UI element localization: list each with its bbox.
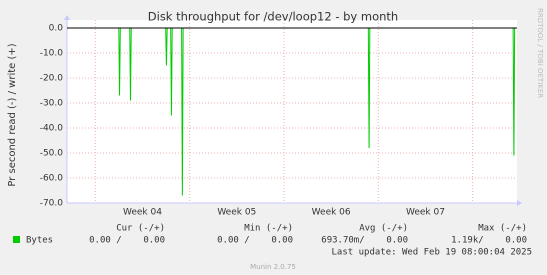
y-axis-label: Pr second read (-) / write (+)	[7, 43, 18, 186]
plot-area	[67, 20, 517, 203]
chart-title: Disk throughput for /dev/loop12 - by mon…	[148, 10, 398, 24]
axis-arrow	[517, 200, 522, 206]
summary-header: Max (-/+)	[478, 224, 527, 234]
summary-value: 0.00 / 0.00	[89, 236, 165, 246]
side-text: RRDTOOL / TOBI OETIKER	[536, 8, 544, 98]
y-tick-label: -30.0	[40, 99, 64, 109]
axis-arrow	[64, 15, 70, 20]
summary-header: Min (-/+)	[244, 224, 293, 234]
x-tick-label: Week 05	[217, 208, 256, 218]
summary-value: 1.19k/ 0.00	[451, 236, 527, 246]
y-tick-label: -40.0	[40, 124, 64, 134]
summary-value: 0.00 / 0.00	[217, 236, 293, 246]
x-tick-label: Week 04	[123, 208, 162, 218]
legend-swatch	[13, 236, 20, 243]
y-tick-label: -50.0	[40, 149, 64, 159]
y-tick-label: 0.0	[49, 24, 64, 34]
x-tick-label: Week 06	[312, 208, 351, 218]
y-tick-label: -60.0	[40, 174, 64, 184]
y-tick-label: -10.0	[40, 49, 64, 59]
x-tick-label: Week 07	[406, 208, 445, 218]
summary-value: 693.70m/ 0.00	[321, 236, 408, 246]
summary-header: Avg (-/+)	[359, 224, 408, 234]
y-tick-label: -20.0	[40, 74, 64, 84]
footer: Munin 2.0.75	[250, 263, 296, 271]
y-tick-label: -70.0	[40, 199, 64, 209]
legend-label: Bytes	[26, 236, 53, 246]
summary-header: Cur (-/+)	[116, 224, 165, 234]
last-update: Last update: Wed Feb 19 08:00:04 2025	[332, 248, 532, 258]
